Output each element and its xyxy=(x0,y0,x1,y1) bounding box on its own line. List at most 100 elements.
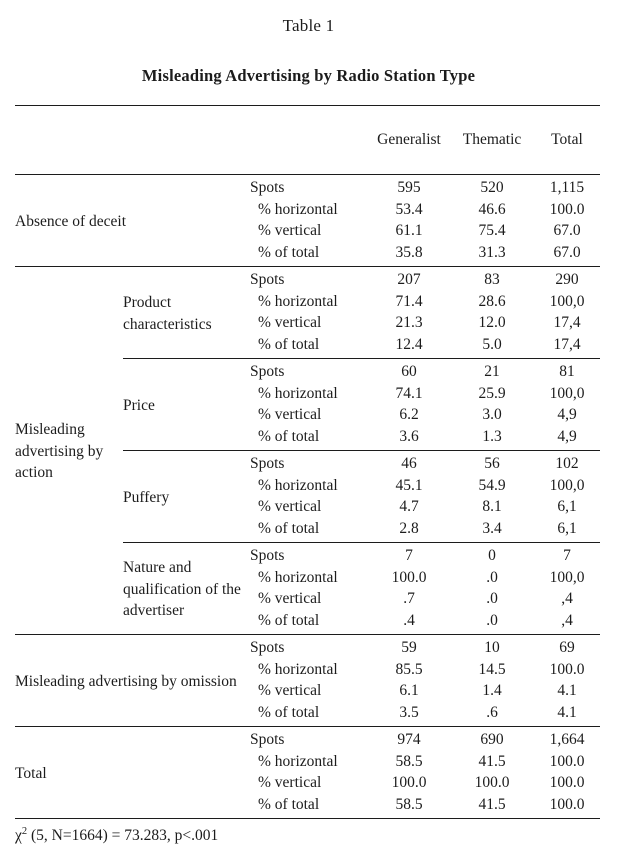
value-cell: 2.8 xyxy=(399,519,419,537)
value-cell: 41.5 xyxy=(478,795,506,813)
measure-label: % horizontal xyxy=(258,200,338,218)
table-row: Nature and qualification of the advertis… xyxy=(15,542,600,635)
value-cell: 1,115 xyxy=(549,179,585,196)
table-row: % of total 2.8 3.4 6,1 xyxy=(15,518,600,543)
table-row: % vertical 6.1 1.4 4.1 xyxy=(15,680,600,702)
value-cell: 4.1 xyxy=(557,703,577,721)
value-cell: 100.0 xyxy=(549,774,585,791)
row-group-label: Total xyxy=(15,726,250,819)
value-cell: .6 xyxy=(486,703,498,721)
value-cell: 28.6 xyxy=(478,292,506,310)
measure-label: Spots xyxy=(250,358,368,383)
stats-table: Generalist Thematic Total Absence of dec… xyxy=(15,105,600,819)
value-cell: 0 xyxy=(450,542,534,567)
table-row: % horizontal 74.1 25.9 100,0 xyxy=(15,383,600,405)
measure-label: % of total xyxy=(258,519,320,537)
value-cell: ,4 xyxy=(561,590,573,607)
row-group-label: Misleading advertising by omission xyxy=(15,634,250,727)
table-row: % horizontal 45.1 54.9 100,0 xyxy=(15,475,600,497)
measure-label: Spots xyxy=(250,266,368,291)
value-cell: 10 xyxy=(450,634,534,659)
value-cell: 35.8 xyxy=(395,243,423,261)
measure-label: % horizontal xyxy=(258,292,338,310)
value-cell: 67.0 xyxy=(553,243,581,261)
value-cell: 14.5 xyxy=(478,660,506,678)
table-row: % vertical 21.3 12.0 17,4 xyxy=(15,312,600,334)
value-cell: 100.0 xyxy=(474,774,510,791)
measure-label: % of total xyxy=(258,611,320,629)
value-cell: 102 xyxy=(534,450,600,475)
table-caption: Misleading Advertising by Radio Station … xyxy=(141,66,476,85)
value-cell: .0 xyxy=(486,611,498,629)
measure-label: % vertical xyxy=(258,498,322,515)
measure-label: % of total xyxy=(258,795,320,813)
value-cell: 520 xyxy=(480,179,504,196)
measure-label: Spots xyxy=(250,726,368,751)
value-cell: 56 xyxy=(450,450,534,475)
value-cell: 290 xyxy=(534,266,600,291)
header-stub-cell xyxy=(15,105,368,175)
table-row: % of total 3.6 1.3 4,9 xyxy=(15,426,600,451)
value-cell: 1.3 xyxy=(482,427,502,445)
table-row: % horizontal 100.0 .0 100,0 xyxy=(15,567,600,589)
measure-label: % of total xyxy=(258,427,320,445)
value-cell: 100.0 xyxy=(549,752,585,770)
value-cell: 71.4 xyxy=(395,292,423,310)
value-cell: 17,4 xyxy=(553,335,581,353)
table-row: Puffery Spots 46 56 102 xyxy=(15,450,600,543)
table-row: % vertical .7 .0 ,4 xyxy=(15,588,600,610)
row-sub-label: Nature and qualification of the advertis… xyxy=(123,542,250,635)
value-cell: 74.1 xyxy=(395,384,423,402)
header-row: Generalist Thematic Total xyxy=(15,105,600,175)
table-row: % vertical 61.1 75.4 67.0 xyxy=(15,220,600,242)
measure-label: % horizontal xyxy=(258,384,338,402)
row-group-label: Absence of deceit xyxy=(15,212,127,230)
chi-exponent: 2 xyxy=(21,825,28,837)
table-row: % of total 3.5 .6 4.1 xyxy=(15,702,600,727)
value-cell: 17,4 xyxy=(553,314,581,331)
value-cell: 7 xyxy=(368,542,450,567)
value-cell: 45.1 xyxy=(395,476,423,494)
value-cell: 3.0 xyxy=(482,406,502,423)
table-row: % of total .4 .0 ,4 xyxy=(15,610,600,635)
value-cell: 4.1 xyxy=(557,682,577,699)
value-cell: 100.0 xyxy=(549,660,585,678)
table-row: % horizontal 58.5 41.5 100.0 xyxy=(15,751,600,773)
value-cell: 100,0 xyxy=(549,384,585,402)
value-cell: 75.4 xyxy=(478,222,506,239)
value-cell: 59 xyxy=(368,634,450,659)
table-row: % vertical 6.2 3.0 4,9 xyxy=(15,404,600,426)
measure-label: % of total xyxy=(258,243,320,261)
table-container: Generalist Thematic Total Absence of dec… xyxy=(15,105,600,819)
value-cell: 8.1 xyxy=(482,498,502,515)
value-cell: .0 xyxy=(486,568,498,586)
value-cell: 6,1 xyxy=(557,519,577,537)
value-cell: 207 xyxy=(368,266,450,291)
value-cell: 4,9 xyxy=(557,427,577,445)
value-cell: 41.5 xyxy=(478,752,506,770)
value-cell: 85.5 xyxy=(395,660,423,678)
measure-label: % vertical xyxy=(258,314,322,331)
value-cell: 100.0 xyxy=(391,774,427,791)
table-number-title: Table 1 xyxy=(282,16,335,35)
column-header-total: Total xyxy=(534,105,600,175)
value-cell: 1,664 xyxy=(534,726,600,751)
value-cell: 974 xyxy=(368,726,450,751)
value-cell: 21.3 xyxy=(395,314,423,331)
value-cell: 21 xyxy=(450,358,534,383)
value-cell: 12.4 xyxy=(395,335,423,353)
measure-label: Spots xyxy=(250,542,368,567)
value-cell: 690 xyxy=(450,726,534,751)
chi-square-footnote: χ2 (5, N=1664) = 73.283, p<.001 xyxy=(15,825,617,845)
value-cell: 53.4 xyxy=(395,200,423,218)
value-cell: 58.5 xyxy=(395,795,423,813)
table-row: % of total 12.4 5.0 17,4 xyxy=(15,334,600,359)
value-cell: 100.0 xyxy=(549,795,585,813)
table-row: Price Spots 60 21 81 xyxy=(15,358,600,451)
value-cell: .0 xyxy=(486,590,498,607)
table-row: % of total 58.5 41.5 100.0 xyxy=(15,794,600,819)
table-row: % vertical 4.7 8.1 6,1 xyxy=(15,496,600,518)
value-cell: 100.0 xyxy=(391,568,427,586)
value-cell: 81 xyxy=(534,358,600,383)
